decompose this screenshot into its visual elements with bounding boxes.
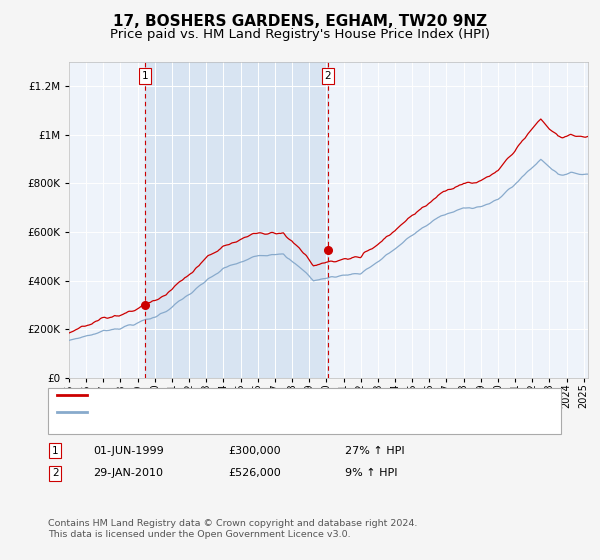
Text: Price paid vs. HM Land Registry's House Price Index (HPI): Price paid vs. HM Land Registry's House … [110,28,490,41]
Text: 2: 2 [325,71,331,81]
Text: £526,000: £526,000 [228,468,281,478]
Text: 17, BOSHERS GARDENS, EGHAM, TW20 9NZ (detached house): 17, BOSHERS GARDENS, EGHAM, TW20 9NZ (de… [93,390,442,400]
Bar [145,62,328,378]
Text: 2: 2 [52,468,59,478]
Text: HPI: Average price, detached house, Runnymede: HPI: Average price, detached house, Runn… [93,407,367,417]
Text: £300,000: £300,000 [228,446,281,456]
Text: 9% ↑ HPI: 9% ↑ HPI [345,468,398,478]
Text: 1: 1 [52,446,59,456]
Text: 1: 1 [142,71,148,81]
Text: 17, BOSHERS GARDENS, EGHAM, TW20 9NZ: 17, BOSHERS GARDENS, EGHAM, TW20 9NZ [113,14,487,29]
Text: Contains HM Land Registry data © Crown copyright and database right 2024.
This d: Contains HM Land Registry data © Crown c… [48,520,418,539]
Text: 27% ↑ HPI: 27% ↑ HPI [345,446,404,456]
Text: 01-JUN-1999: 01-JUN-1999 [93,446,164,456]
Text: 29-JAN-2010: 29-JAN-2010 [93,468,163,478]
